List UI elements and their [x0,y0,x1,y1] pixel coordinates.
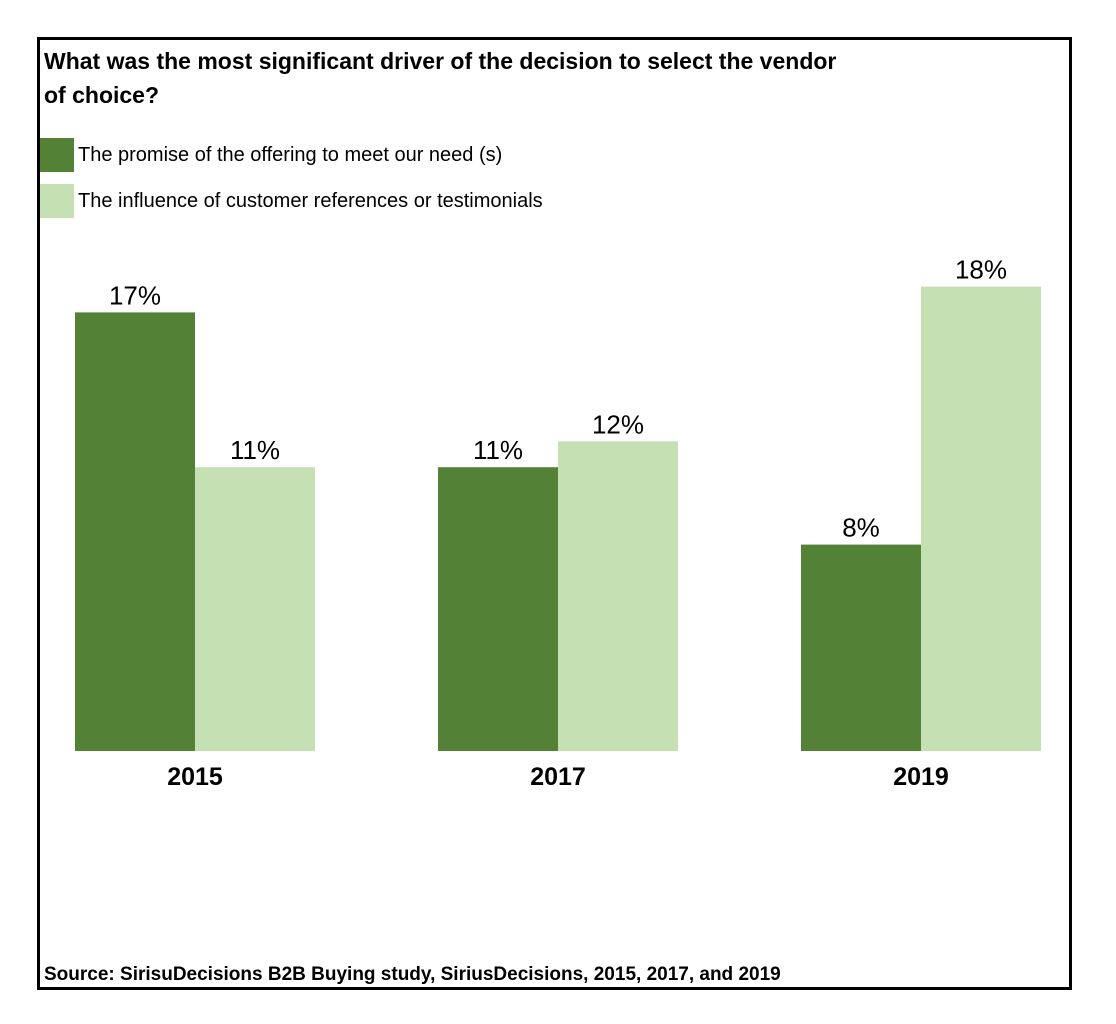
chart-frame [37,37,1072,990]
legend-label-references: The influence of customer references or … [78,190,543,212]
legend-swatch-references [40,184,74,218]
bar-references-2019 [921,286,1041,751]
bar-promise-2017 [438,467,558,751]
bar-references-2015 [195,467,315,751]
data-label-promise-2017: 11% [473,435,523,465]
source-note: Source: SirisuDecisions B2B Buying study… [44,964,781,985]
bar-group-2019: 8% 18% 2019 [801,255,1041,788]
bar-promise-2015 [75,312,195,751]
category-label-2019: 2019 [893,763,949,788]
data-label-promise-2019: 8% [842,513,880,543]
data-label-promise-2015: 17% [109,280,161,310]
data-label-references-2019: 18% [955,255,1007,285]
legend-label-promise: The promise of the offering to meet our … [78,144,503,166]
category-label-2017: 2017 [530,763,586,788]
legend-swatch-promise [40,138,74,172]
bar-chart-plot: 17% 11% 2015 11% 12% 2017 8% 18% 2019 [75,255,1041,788]
bar-group-2015: 17% 11% 2015 [75,280,315,788]
bar-references-2017 [558,441,678,751]
category-label-2015: 2015 [167,763,223,788]
data-label-references-2017: 12% [592,409,644,439]
bar-group-2017: 11% 12% 2017 [438,409,678,788]
bar-promise-2019 [801,544,921,751]
data-label-references-2015: 11% [230,435,280,465]
chart-title: What was the most significant driver of … [44,48,837,108]
